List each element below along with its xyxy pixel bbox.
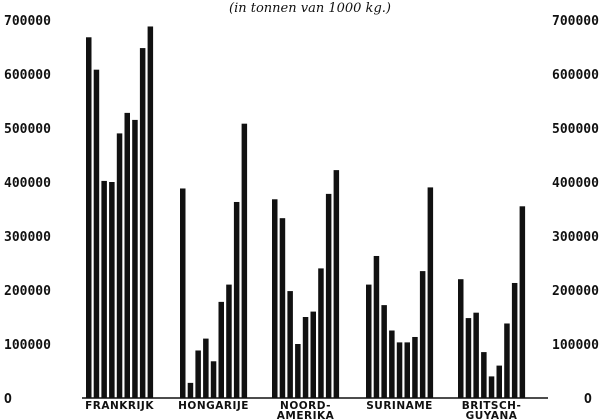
bar <box>496 365 502 398</box>
bar-group <box>366 187 434 398</box>
left-y-tick-label: 100000 <box>4 338 51 353</box>
category-label: FRANKRIJK <box>85 400 154 412</box>
bar <box>473 312 479 398</box>
bar <box>180 188 186 398</box>
bar <box>295 344 301 398</box>
bar <box>187 382 194 398</box>
right-y-tick-label: 700000 <box>552 14 599 29</box>
bar <box>419 271 426 398</box>
left-y-tick-label: 500000 <box>4 122 51 137</box>
bar <box>124 112 130 398</box>
bar <box>86 37 92 398</box>
left-y-tick-label: 200000 <box>4 284 51 299</box>
bar <box>325 193 332 398</box>
left-y-tick-label: 400000 <box>4 176 51 191</box>
bar <box>279 218 286 398</box>
right-y-tick-label: 300000 <box>552 230 599 245</box>
bar <box>210 361 217 398</box>
bar <box>287 291 293 398</box>
bar <box>132 119 138 399</box>
bar <box>233 201 240 398</box>
bar <box>333 170 340 398</box>
category-label: NOORD- <box>280 400 331 412</box>
right-y-tick-label: 100000 <box>552 338 599 353</box>
bar-group <box>180 123 248 399</box>
left-y-tick-label: 300000 <box>4 230 51 245</box>
bar <box>404 342 410 398</box>
bar <box>310 311 316 398</box>
bar <box>195 350 201 398</box>
left-y-tick-label: 700000 <box>4 14 51 29</box>
bar <box>241 123 248 399</box>
bar <box>373 255 380 398</box>
bar <box>504 323 510 398</box>
bar <box>511 282 518 398</box>
bar <box>109 182 115 398</box>
right-y-tick-label: 400000 <box>552 176 599 191</box>
bar <box>318 268 324 398</box>
chart-subtitle: (in tonnen van 1000 kg.) <box>229 1 391 16</box>
bar-group <box>272 170 340 398</box>
bar <box>519 206 526 398</box>
bar <box>101 180 107 398</box>
left-y-axis: O 100000 200000 300000 400000 500000 600000 700… <box>4 14 51 407</box>
category-label: SURINAME <box>366 400 433 412</box>
category-label: BRITSCH- <box>462 400 522 412</box>
bar <box>116 133 123 398</box>
bar <box>366 284 372 398</box>
bar <box>396 342 403 398</box>
bar <box>203 338 209 398</box>
bar <box>147 26 154 398</box>
bar <box>139 48 146 399</box>
bar-series <box>86 26 526 399</box>
category-labels: FRANKRIJK HONGARIJE NOORD-AMERIKA SURINAME B… <box>85 400 521 419</box>
bar-group <box>86 26 154 399</box>
left-y-tick-label: O <box>4 392 12 407</box>
bar <box>465 318 472 398</box>
category-label: GUYANA <box>466 410 518 419</box>
bar <box>272 199 278 398</box>
bar <box>93 69 100 399</box>
bar-group <box>458 206 526 398</box>
bar <box>389 330 395 398</box>
bar <box>226 284 232 398</box>
bar <box>481 352 487 398</box>
right-y-tick-label: 500000 <box>552 122 599 137</box>
left-y-tick-label: 600000 <box>4 68 51 83</box>
category-label: AMERIKA <box>277 410 335 419</box>
bar <box>381 305 387 398</box>
right-y-tick-label: 200000 <box>552 284 599 299</box>
bar <box>302 317 309 398</box>
bar <box>427 187 434 398</box>
category-label: HONGARIJE <box>178 400 249 412</box>
bar <box>488 376 495 398</box>
right-y-tick-label: O <box>584 392 592 407</box>
right-y-axis: O 100000 200000 300000 400000 500000 600000 700… <box>552 14 599 407</box>
bar <box>218 301 224 398</box>
right-y-tick-label: 600000 <box>552 68 599 83</box>
bar <box>458 279 464 398</box>
bar <box>412 336 418 398</box>
